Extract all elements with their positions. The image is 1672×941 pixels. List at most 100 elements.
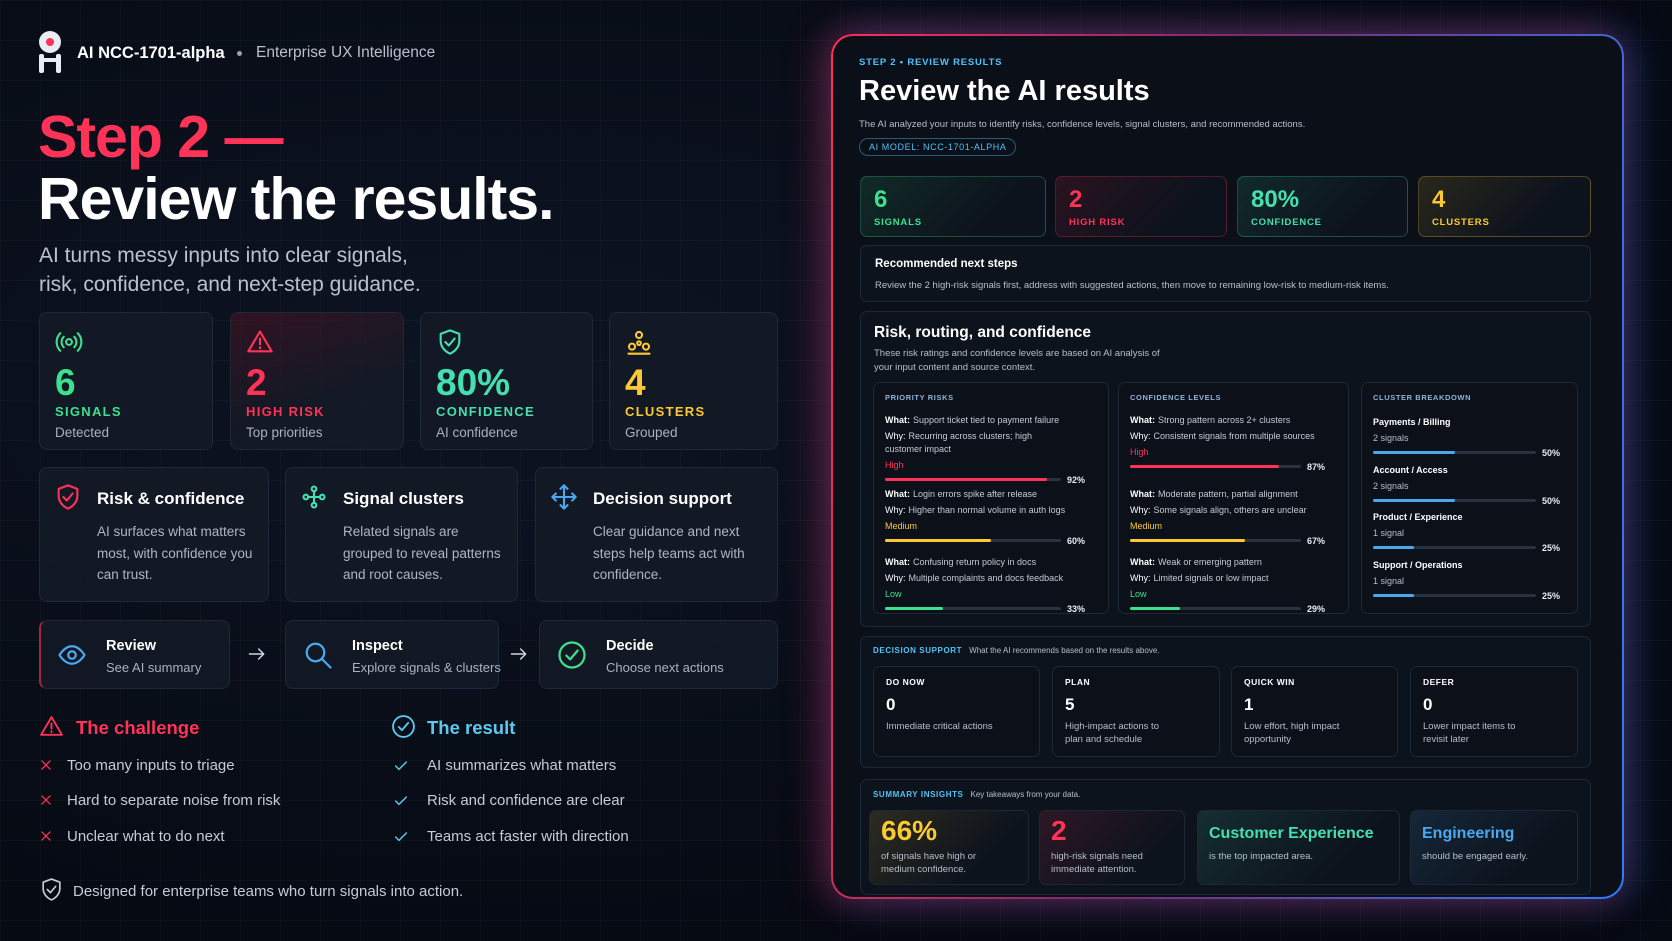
column-title: CONFIDENCE LEVELS bbox=[1130, 393, 1222, 402]
icon-graphic bbox=[41, 831, 51, 841]
bar-fill bbox=[1130, 607, 1180, 610]
risk-item: What: Strong pattern across 2+ clusters Wh… bbox=[1130, 414, 1337, 473]
icon-graphic bbox=[40, 716, 63, 736]
icon-shape bbox=[41, 795, 51, 805]
stat-sub: Top priorities bbox=[246, 425, 323, 440]
icon-shape bbox=[55, 332, 83, 352]
next-text: Review the 2 high-risk signals first, ad… bbox=[875, 280, 1389, 291]
flow-sub: Choose next actions bbox=[606, 660, 724, 675]
hero-subtitle: AI turns messy inputs into clear signals… bbox=[39, 244, 421, 296]
icon-graphic bbox=[392, 715, 415, 738]
icon-shape bbox=[565, 649, 579, 661]
decision-text: Low effort, high impact opportunity bbox=[1244, 721, 1340, 745]
icon-graphic bbox=[58, 645, 86, 665]
cluster-item: Product / Experience 1 signal 25% bbox=[1373, 511, 1566, 554]
icon bbox=[303, 640, 333, 670]
what-label: What: bbox=[885, 489, 910, 499]
bar-row: 87% bbox=[1130, 461, 1337, 473]
icon-shape bbox=[397, 721, 410, 732]
bar-track bbox=[1373, 451, 1536, 454]
why-text: Limited signals or low impact bbox=[1153, 573, 1269, 583]
stat-label: HIGH RISK bbox=[246, 404, 325, 419]
icon-shape bbox=[40, 716, 63, 736]
flow-title: Inspect bbox=[352, 638, 403, 654]
decision-label: DO NOW bbox=[886, 677, 925, 687]
summary-value: Customer Experience bbox=[1209, 825, 1374, 842]
what-text: Moderate pattern, partial alignment bbox=[1158, 489, 1298, 499]
stat-label: CONFIDENCE bbox=[436, 404, 535, 419]
bar-track bbox=[1130, 607, 1301, 610]
brand-name: AI NCC-1701-alpha bbox=[77, 44, 225, 62]
bar-row: 25% bbox=[1373, 590, 1566, 602]
icon bbox=[436, 328, 464, 356]
icon-shape bbox=[444, 337, 456, 347]
icon-shape bbox=[46, 38, 54, 46]
icon-shape bbox=[551, 484, 577, 510]
icon-shape bbox=[41, 760, 51, 770]
what-text: Weak or emerging pattern bbox=[1158, 557, 1262, 567]
column-title: CLUSTER BREAKDOWN bbox=[1373, 393, 1472, 402]
what-line: What: Login errors spike after release bbox=[885, 488, 1065, 501]
bar-value: 25% bbox=[1542, 543, 1561, 553]
icon-shape bbox=[305, 642, 326, 663]
what-label: What: bbox=[885, 415, 910, 425]
result-title: The result bbox=[427, 717, 516, 738]
icon-shape bbox=[41, 58, 59, 62]
feature-card bbox=[535, 467, 778, 602]
icon-graphic bbox=[439, 329, 461, 355]
risk-level: Medium bbox=[1130, 521, 1163, 531]
challenge-item: Too many inputs to triage bbox=[67, 757, 235, 774]
feature-title: Risk & confidence bbox=[97, 489, 245, 508]
icon-shape bbox=[394, 796, 408, 806]
summary-text: high-risk signals need immediate attenti… bbox=[1051, 851, 1143, 875]
flow-step bbox=[539, 620, 778, 689]
why-line: Why: Some signals align, others are uncle… bbox=[1130, 504, 1315, 517]
decision-label: PLAN bbox=[1065, 677, 1091, 687]
cluster-item: Payments / Billing 2 signals 50% bbox=[1373, 416, 1566, 459]
what-text: Login errors spike after release bbox=[913, 489, 1038, 499]
panel-stat-value: 6 bbox=[874, 186, 888, 213]
brand-tagline: Enterprise UX Intelligence bbox=[256, 44, 436, 61]
icon-shape bbox=[510, 648, 527, 660]
cluster-count: 1 signal bbox=[1373, 576, 1405, 586]
stat-card bbox=[39, 312, 213, 450]
why-label: Why: bbox=[885, 573, 906, 583]
icon-shape bbox=[62, 492, 74, 502]
hero-title: Review the results. bbox=[38, 166, 554, 232]
cluster-item: Account / Access 2 signals 50% bbox=[1373, 464, 1566, 507]
panel-stat bbox=[1237, 176, 1408, 237]
feature-title: Signal clusters bbox=[343, 489, 464, 508]
icon-graphic bbox=[248, 648, 265, 660]
risk-item: What: Moderate pattern, partial alignment… bbox=[1130, 488, 1337, 547]
bar-fill bbox=[885, 478, 1047, 481]
bar-fill bbox=[1373, 546, 1414, 549]
what-line: What: Strong pattern across 2+ clusters bbox=[1130, 414, 1310, 427]
hero-step: Step 2 — bbox=[38, 104, 283, 170]
icon-shape bbox=[58, 645, 86, 665]
risk-level: Medium bbox=[885, 521, 918, 531]
cluster-item: Support / Operations 1 signal 25% bbox=[1373, 559, 1566, 602]
icon-graphic bbox=[394, 832, 408, 842]
why-line: Why: Recurring across clusters; high cust… bbox=[885, 430, 1070, 456]
why-label: Why: bbox=[1130, 505, 1151, 515]
icon-shape bbox=[558, 641, 586, 669]
bar-track bbox=[1130, 465, 1301, 468]
icon-shape bbox=[56, 54, 61, 73]
bar-fill bbox=[1373, 594, 1414, 597]
bar-value: 87% bbox=[1307, 462, 1326, 472]
icon-shape bbox=[247, 330, 273, 353]
icon bbox=[55, 328, 83, 356]
icon-shape bbox=[248, 648, 265, 660]
bar-fill bbox=[1130, 465, 1279, 468]
bar-value: 60% bbox=[1067, 536, 1086, 546]
cluster-name: Payments / Billing bbox=[1373, 417, 1451, 427]
flow-step bbox=[39, 620, 230, 689]
separator-dot bbox=[237, 51, 242, 56]
icon bbox=[39, 793, 53, 807]
summary-card bbox=[1197, 810, 1400, 885]
risk-column bbox=[873, 382, 1109, 614]
stat-sub: Detected bbox=[55, 425, 110, 440]
decision-card bbox=[1052, 666, 1220, 757]
bar-track bbox=[1130, 539, 1301, 542]
